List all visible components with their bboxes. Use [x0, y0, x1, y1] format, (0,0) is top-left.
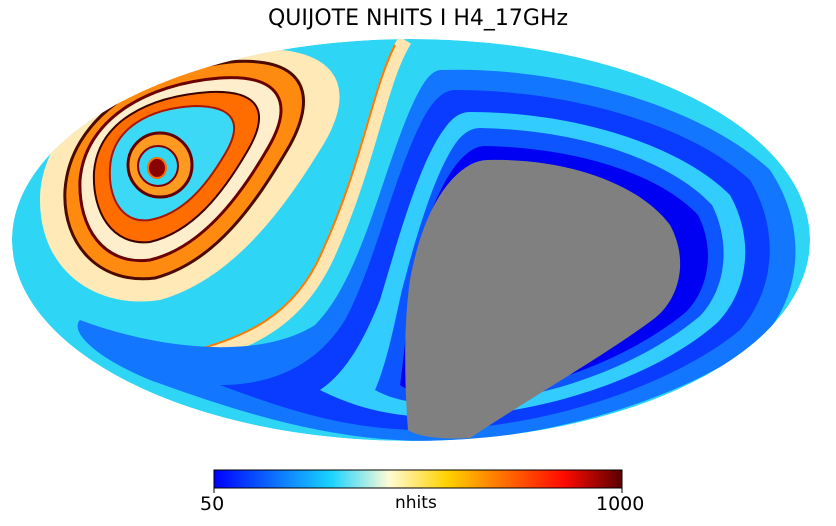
masked-region	[405, 159, 681, 439]
s-curve-stripe	[178, 39, 412, 367]
s-curve-thin-line	[174, 44, 396, 356]
sky-map-area	[12, 39, 810, 441]
hotspot-core	[147, 157, 167, 179]
colorbar-max-label: 1000	[596, 493, 645, 515]
colorbar-min-label: 50	[200, 493, 225, 515]
chart-title: QUIJOTE NHITS I H4_17GHz	[267, 6, 569, 31]
colorbar	[213, 469, 623, 489]
colorbar-unit-label: nhits	[395, 493, 437, 513]
